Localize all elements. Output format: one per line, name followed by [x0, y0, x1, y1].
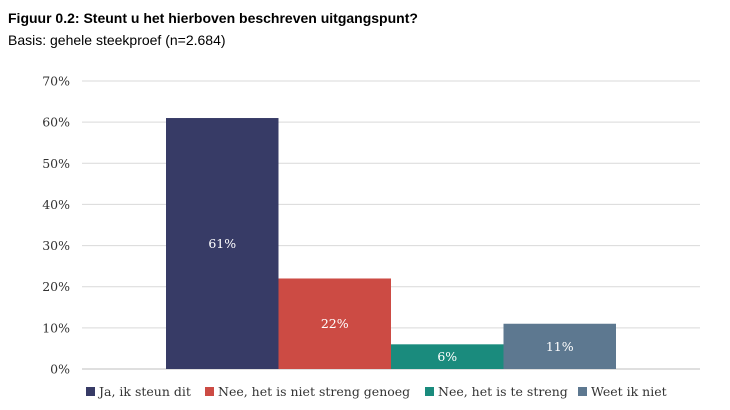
chart-title: Figuur 0.2: Steunt u het hierboven besch…	[8, 10, 418, 26]
y-tick-label: 50%	[42, 156, 70, 171]
legend-label: Nee, het is te streng	[438, 384, 568, 399]
bar	[166, 118, 279, 370]
legend-label: Weet ik niet	[591, 384, 667, 399]
legend-swatch	[205, 387, 214, 396]
bar-value-label: 22%	[321, 316, 349, 331]
legend-label: Nee, het is niet streng genoeg	[218, 384, 410, 399]
legend-swatch	[425, 387, 434, 396]
y-tick-label: 20%	[42, 279, 70, 294]
chart-subtitle: Basis: gehele steekproef (n=2.684)	[8, 32, 226, 48]
y-tick-label: 60%	[42, 115, 70, 130]
legend-swatch	[86, 387, 95, 396]
bar	[391, 344, 504, 369]
bar	[278, 278, 391, 369]
bar-value-label: 11%	[546, 339, 574, 354]
y-tick-label: 30%	[42, 238, 70, 253]
bar	[503, 323, 616, 369]
bar-value-label: 61%	[208, 236, 236, 251]
y-tick-label: 70%	[42, 74, 70, 89]
y-tick-label: 40%	[42, 197, 70, 212]
bar-value-label: 6%	[437, 349, 457, 364]
legend-label: Ja, ik steun dit	[97, 384, 191, 399]
y-tick-label: 0%	[50, 362, 70, 377]
legend-swatch	[578, 387, 587, 396]
y-tick-label: 10%	[42, 320, 70, 335]
